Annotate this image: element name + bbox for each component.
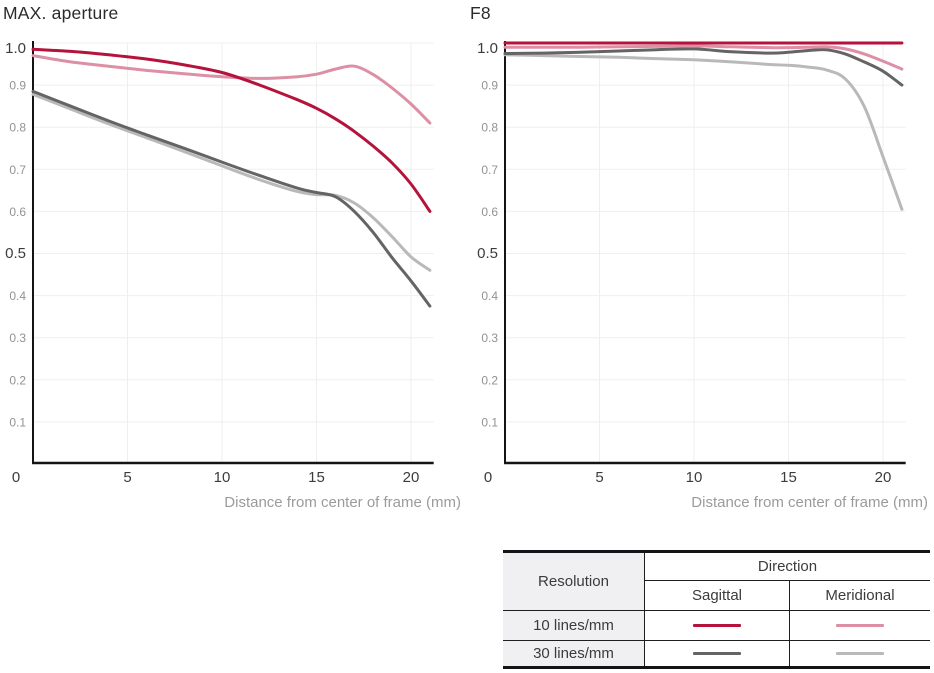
legend-row-label-30lines: 30 lines/mm <box>503 640 645 666</box>
f8-plot-area: 1.0 0.9 0.8 0.7 0.6 0.5 0.4 0.3 0.2 0.1 0 5 10 15 20 <box>477 40 906 486</box>
series-30-lines-mm-meridional <box>31 92 432 272</box>
y-tick-label: 0.7 <box>481 163 498 177</box>
resolution-header-cell: Resolution <box>503 553 645 610</box>
y-tick-label: 0.9 <box>9 79 26 93</box>
y-tick-label: 0.8 <box>9 121 26 135</box>
legend-swatch-cell-10-sagittal <box>645 610 790 640</box>
line-swatch-10-meridional <box>836 624 884 627</box>
chart-title-f8: F8 <box>470 3 491 23</box>
sagittal-column-header: Sagittal <box>645 581 790 610</box>
y-tick-label: 0.5 <box>477 245 498 262</box>
legend-row-label-10lines: 10 lines/mm <box>503 610 645 640</box>
max-aperture-plot-area: 1.0 0.9 0.8 0.7 0.6 0.5 0.4 0.3 0.2 0.1 0 5 10 15 20 <box>5 40 434 486</box>
x-axis-caption: Distance from center of frame (mm) <box>224 494 461 511</box>
y-tick-label: 0.7 <box>9 163 26 177</box>
x-tick-label: 5 <box>595 469 603 486</box>
x-tick-label: 0 <box>12 469 20 486</box>
line-swatch-30-meridional <box>836 652 884 655</box>
x-tick-label: 10 <box>214 469 231 486</box>
x-axis-caption: Distance from center of frame (mm) <box>691 494 928 511</box>
y-tick-label: 0.8 <box>481 121 498 135</box>
line-swatch-10-sagittal <box>693 624 741 627</box>
y-tick-label: 0.1 <box>9 415 26 429</box>
y-tick-label: 0.2 <box>481 373 498 387</box>
y-tick-label: 0.4 <box>9 289 26 303</box>
x-tick-label: 0 <box>484 469 492 486</box>
y-tick-label: 0.6 <box>9 205 26 219</box>
y-tick-label: 0.3 <box>481 331 498 345</box>
legend-swatch-cell-30-sagittal <box>645 640 790 666</box>
legend-swatch-cell-30-meridional <box>790 640 930 666</box>
y-tick-label: 0.4 <box>481 289 498 303</box>
y-tick-label: 0.2 <box>9 373 26 387</box>
y-tick-label: 0.3 <box>9 331 26 345</box>
x-tick-label: 15 <box>780 469 797 486</box>
series-10-lines-mm-sagittal <box>31 47 432 213</box>
chart-f8: F8 1.0 0.9 0.8 0.7 0.6 0.5 0.4 0.3 0.2 0.1 0 5 10 15 2… <box>467 0 934 530</box>
legend-swatch-cell-10-meridional <box>790 610 930 640</box>
x-tick-label: 5 <box>123 469 131 486</box>
direction-header-cell: Direction <box>645 553 930 581</box>
series-10-lines-mm-meridional <box>31 54 432 125</box>
line-swatch-30-sagittal <box>693 652 741 655</box>
y-tick-label: 0.6 <box>481 205 498 219</box>
chart-title-max-aperture: MAX. aperture <box>3 3 119 23</box>
series-30-lines-mm-sagittal <box>31 89 432 308</box>
series-30-lines-mm-sagittal <box>503 47 904 87</box>
y-tick-label: 1.0 <box>5 40 26 57</box>
x-tick-label: 20 <box>403 469 420 486</box>
x-tick-label: 20 <box>875 469 892 486</box>
meridional-column-header: Meridional <box>825 587 895 604</box>
chart-max-aperture: MAX. aperture 1.0 0.9 0.8 0.7 0.6 0.5 0.4 0.3 0.… <box>0 0 467 530</box>
x-tick-label: 15 <box>308 469 325 486</box>
y-tick-label: 0.9 <box>481 79 498 93</box>
series-10-lines-mm-meridional <box>503 44 904 71</box>
y-tick-label: 0.5 <box>5 245 26 262</box>
y-tick-label: 1.0 <box>477 40 498 57</box>
x-tick-label: 10 <box>686 469 703 486</box>
y-tick-label: 0.1 <box>481 415 498 429</box>
legend-table: Resolution Direction Sagittal Meridional… <box>503 550 930 669</box>
series-30-lines-mm-meridional <box>503 53 904 211</box>
